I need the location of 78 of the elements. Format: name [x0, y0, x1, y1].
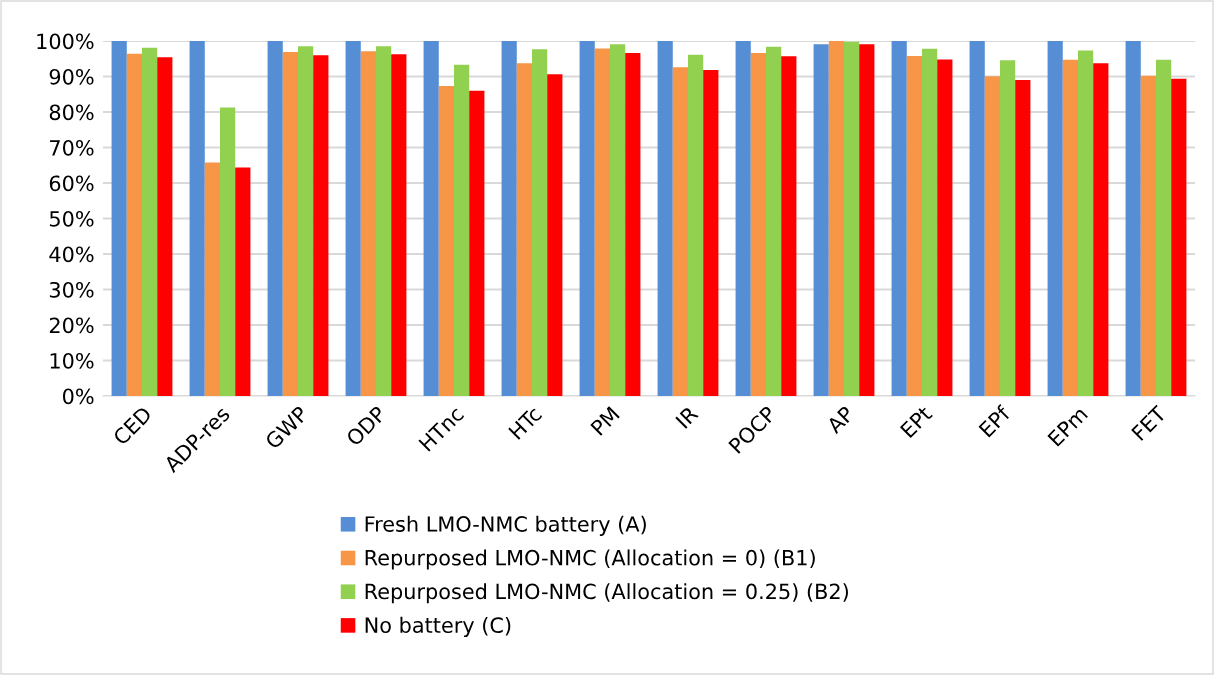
bar: [891, 41, 907, 396]
x-tick-label: EPf: [978, 404, 1012, 438]
bar: [844, 41, 860, 396]
bar: [1062, 59, 1078, 396]
bar: [547, 74, 563, 396]
bar: [282, 52, 298, 396]
bar: [189, 41, 205, 396]
bar: [703, 70, 719, 396]
bar: [267, 41, 283, 396]
bar: [688, 54, 704, 396]
bar: [345, 41, 361, 396]
bar: [672, 67, 688, 396]
bar: [501, 41, 517, 396]
bar: [532, 49, 548, 396]
x-tick-label: AP: [825, 405, 855, 435]
legend-label: Repurposed LMO-NMC (Allocation = 0.25) (B2): [365, 583, 848, 604]
legend-label: No battery (C): [365, 616, 511, 638]
bar: [1015, 80, 1031, 396]
bar: [438, 86, 454, 396]
bar: [516, 63, 532, 396]
bar: [657, 41, 673, 396]
bar: [126, 53, 142, 396]
x-tick-label: EPt: [899, 405, 933, 439]
bar: [235, 167, 251, 396]
bar: [969, 41, 985, 396]
bar: [469, 90, 485, 396]
y-tick-label: 90%: [49, 68, 94, 85]
bar: [828, 41, 844, 396]
legend-label: Fresh LMO-NMC battery (A): [365, 515, 646, 536]
y-tick-label: 80%: [49, 104, 94, 121]
bar: [1125, 41, 1141, 396]
bar: [1078, 50, 1094, 396]
bar: [625, 53, 641, 396]
bar: [376, 46, 392, 396]
y-tick-label: 100%: [37, 33, 94, 50]
bar: [391, 54, 407, 396]
bar: [1171, 78, 1187, 396]
y-tick-label: 50%: [49, 210, 94, 227]
bar: [610, 44, 626, 396]
y-tick-label: 70%: [50, 139, 94, 156]
bar: [984, 76, 1000, 396]
bar: [859, 44, 875, 396]
bar: [1093, 63, 1109, 396]
bar: [735, 41, 751, 396]
bar: [423, 41, 439, 396]
x-tick-label: IR: [675, 405, 699, 429]
y-tick-label: 40%: [49, 246, 94, 263]
bar: [781, 56, 797, 396]
y-tick-label: 20%: [49, 317, 94, 334]
bar: [750, 53, 766, 396]
bar: [313, 55, 329, 396]
x-tick-label: PM: [590, 406, 620, 436]
bar: [1156, 59, 1172, 396]
y-tick-label: 60%: [49, 175, 94, 192]
bar: [813, 44, 829, 396]
bar: [766, 46, 782, 396]
bar: [142, 47, 158, 396]
bar: [157, 57, 173, 396]
bar: [220, 107, 236, 396]
y-tick-label: 30%: [49, 281, 94, 298]
bar: [579, 41, 595, 396]
bar: [937, 59, 953, 396]
bar: [922, 48, 938, 396]
bar: [360, 51, 376, 396]
y-tick-label: 0%: [62, 388, 94, 405]
bar: [204, 162, 220, 396]
bar: [298, 46, 314, 396]
x-tick-label: CED: [112, 405, 153, 446]
y-tick-label: 10%: [50, 352, 94, 369]
bar: [1140, 75, 1156, 396]
bar: [454, 64, 470, 396]
bar: [1000, 60, 1016, 396]
bar: [594, 48, 610, 396]
bar: [111, 41, 127, 396]
bar: [906, 55, 922, 396]
bar: [1047, 41, 1063, 396]
x-tick-label: HTc: [508, 405, 543, 440]
legend-label: Repurposed LMO-NMC (Allocation = 0) (B1): [365, 549, 815, 570]
